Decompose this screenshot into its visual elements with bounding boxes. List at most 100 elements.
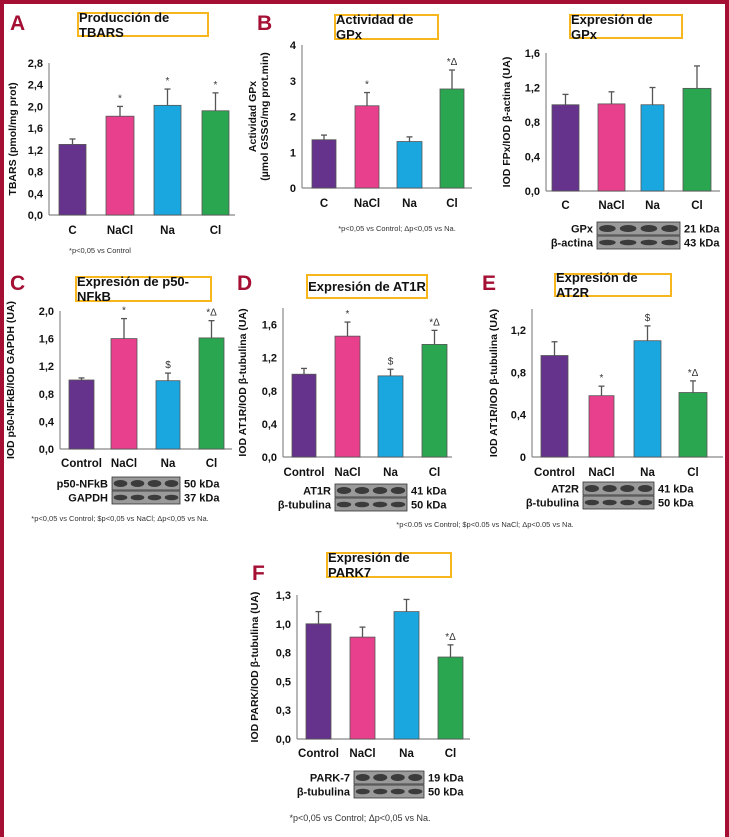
y-axis-label: IOD AT1R/IOD β-tubulina (UA) (488, 309, 500, 457)
y-axis-label: TBARS (pmol/mg prot) (7, 82, 19, 195)
blot-band (164, 480, 179, 487)
blot-kda: 19 kDa (428, 773, 464, 785)
blot-label: β-actina (551, 238, 594, 250)
bar-c (58, 144, 87, 216)
y-tick-label: 0,8 (262, 386, 277, 398)
y-tick-label: 2,8 (28, 58, 43, 70)
panel-letter-b: B (257, 12, 273, 35)
blot-kda: 43 kDa (684, 238, 720, 250)
y-axis-label: Actividad GPx (247, 81, 259, 152)
y-tick-label: 2 (290, 112, 296, 124)
blot-strip (596, 221, 681, 236)
blot-band (640, 225, 658, 232)
blot-band (336, 487, 352, 494)
blot-band (336, 501, 352, 508)
blot-band (164, 494, 179, 501)
blot-band (390, 487, 406, 494)
bar-nacl (105, 115, 135, 216)
significance-marker: $ (165, 360, 171, 371)
chart-1: 0 1 2 3 4 Actividad GPx (µmol GSSG/mg prot.min… (247, 40, 472, 210)
western-blot-row: β-tubulina 50 kDa (278, 497, 447, 512)
y-tick-label: 0,0 (525, 186, 540, 198)
footnote-b: *p<0,05 vs Control; Δp<0,05 vs Na. (338, 224, 456, 233)
blot-strip (111, 476, 181, 491)
blot-band (408, 788, 423, 795)
blot-band (638, 499, 653, 506)
blot-kda: 21 kDa (684, 224, 720, 236)
blot-band (130, 494, 145, 501)
western-blot-row: β-actina 43 kDa (551, 235, 720, 250)
x-tick-label: Cl (446, 198, 458, 210)
blot-band (113, 480, 128, 487)
significance-marker: $ (645, 313, 651, 324)
bar-cl (421, 344, 448, 458)
blot-band (584, 485, 599, 492)
x-tick-label: NaCl (111, 458, 137, 470)
y-tick-label: 1,6 (39, 334, 54, 346)
significance-marker: * (166, 76, 170, 87)
blot-band (113, 494, 128, 501)
significance-marker: *Δ (688, 368, 699, 379)
y-tick-label: 0,4 (262, 419, 278, 431)
significance-marker: * (365, 80, 369, 91)
blot-band (372, 501, 388, 508)
blot-band (355, 774, 370, 781)
blot-kda: 50 kDa (658, 498, 694, 510)
significance-marker: $ (388, 356, 394, 367)
x-tick-label: Na (645, 200, 660, 212)
significance-marker: * (346, 309, 350, 320)
footnote-c: *p<0,05 vs Control; $p<0,05 vs NaCl; Δp<… (31, 514, 209, 523)
x-tick-label: Cl (687, 467, 699, 479)
blot-label: GPx (571, 224, 594, 236)
blot-label: β-tubulina (278, 500, 332, 512)
bar-control (305, 623, 332, 740)
blot-kda: 50 kDa (428, 787, 464, 799)
bar-na (393, 611, 420, 740)
bar-nacl (354, 105, 380, 189)
y-tick-label: 0,0 (262, 452, 277, 464)
y-tick-label: 0,0 (39, 444, 54, 456)
y-tick-label: 2,0 (39, 306, 54, 318)
title-park7: Expresión de PARK7 (326, 550, 452, 580)
panel-letter-d: D (237, 272, 253, 295)
title-at2r: Expresión de AT2R (554, 270, 672, 300)
blot-band (390, 501, 406, 508)
x-tick-label: NaCl (588, 467, 614, 479)
y-tick-label: 0,4 (525, 152, 541, 164)
chart-4: 0,0 0,4 0,8 1,2 1,6 IOD AT1R/IOD β-tubulina (… (237, 308, 452, 512)
blot-band (147, 494, 162, 501)
x-tick-label: NaCl (107, 225, 133, 237)
blot-strip (582, 481, 655, 496)
blot-label: β-tubulina (526, 498, 580, 510)
blot-strip (334, 483, 408, 498)
bar-cl (198, 337, 225, 450)
bar-cl (437, 656, 464, 740)
y-tick-label: 1,2 (511, 325, 526, 337)
x-tick-label: Control (61, 458, 102, 470)
blot-band (638, 485, 653, 492)
y-tick-label: 0 (290, 183, 296, 195)
bar-control (68, 379, 95, 450)
y-tick-label: 1 (290, 147, 296, 159)
x-tick-label: Na (161, 458, 176, 470)
x-tick-label: Na (640, 467, 655, 479)
bar-na (153, 104, 182, 216)
y-axis-label: (µmol GSSG/mg prot.min) (259, 52, 271, 181)
chart-0: 0,0 0,4 0,8 1,2 1,6 2,0 2,4 2,8 TBARS (pmol/mg p… (7, 58, 235, 237)
bar-cl (678, 392, 708, 458)
y-tick-label: 1,6 (28, 123, 43, 135)
y-tick-label: 1,3 (276, 590, 291, 602)
y-tick-label: 0,8 (525, 117, 540, 129)
y-tick-label: 0,8 (39, 389, 54, 401)
chart-2: 0,0 0,4 0,8 1,2 1,6 IOD FPx/IOD β-actina (UA)… (501, 48, 720, 250)
x-tick-label: NaCl (598, 200, 624, 212)
x-tick-label: NaCl (334, 467, 360, 479)
blot-label: AT2R (551, 484, 579, 496)
blot-band (373, 774, 388, 781)
bar-na (640, 104, 665, 192)
x-tick-label: Cl (210, 225, 222, 237)
bar-control (540, 355, 569, 458)
chart-6: 0,0 0,3 0,5 0,8 1,0 1,3 IOD PARK/IOD β-tubulin… (249, 590, 470, 799)
